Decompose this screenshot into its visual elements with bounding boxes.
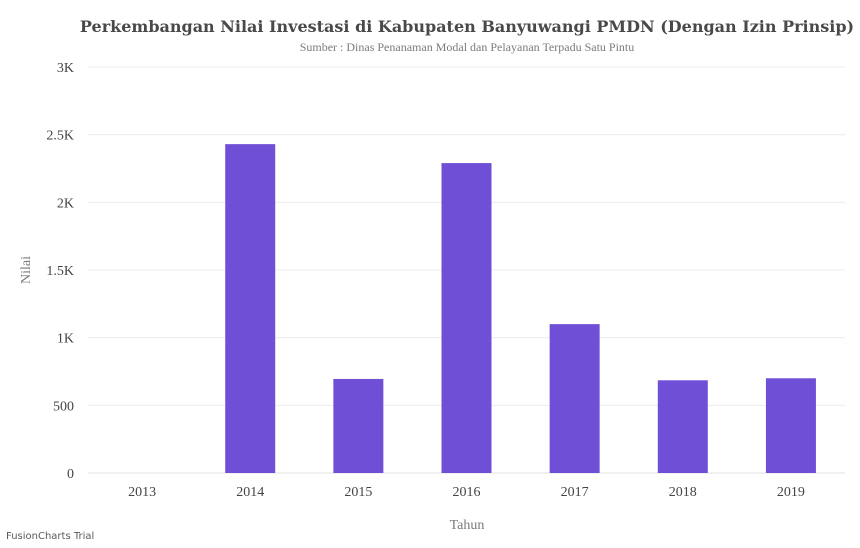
- bar: [333, 378, 384, 473]
- x-tick-label: 2013: [128, 485, 156, 500]
- y-axis-title: Nilai: [19, 256, 34, 284]
- bars: [225, 144, 816, 473]
- y-tick-label: 0: [67, 467, 74, 482]
- y-tick-label: 2K: [57, 196, 74, 211]
- chart-title: Perkembangan Nilai Investasi di Kabupate…: [80, 17, 854, 36]
- chart-subtitle: Sumber : Dinas Penanaman Modal dan Pelay…: [300, 40, 635, 54]
- bar: [225, 144, 276, 473]
- bar: [549, 324, 600, 473]
- bar: [657, 380, 708, 473]
- bar: [441, 163, 492, 473]
- x-tick-label: 2019: [777, 485, 805, 500]
- bar: [765, 378, 816, 473]
- x-tick-label: 2016: [453, 485, 481, 500]
- x-tick-label: 2015: [344, 485, 372, 500]
- x-axis-title: Tahun: [450, 518, 485, 533]
- y-tick-label: 500: [53, 399, 74, 414]
- y-tick-label: 3K: [57, 61, 74, 76]
- y-tick-label: 1K: [57, 332, 74, 347]
- y-axis-ticks: 0 500 1K 1.5K 2K 2.5K 3K: [46, 61, 74, 482]
- x-axis-ticks: 2013 2014 2015 2016 2017 2018 2019: [128, 485, 805, 500]
- x-tick-label: 2014: [236, 485, 264, 500]
- credit-label: FusionCharts Trial: [6, 531, 95, 542]
- y-tick-label: 2.5K: [46, 129, 74, 144]
- x-tick-label: 2017: [561, 485, 589, 500]
- x-tick-label: 2018: [669, 485, 697, 500]
- y-tick-label: 1.5K: [46, 264, 74, 279]
